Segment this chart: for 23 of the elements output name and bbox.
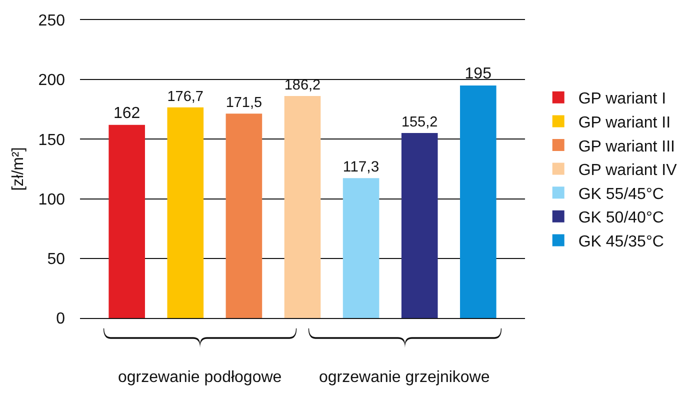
legend-label: GK 50/40°C	[578, 210, 664, 227]
y-tick-label: 100	[38, 191, 66, 208]
y-tick-label: 200	[38, 72, 66, 90]
data-label: 171,5	[226, 94, 262, 111]
legend-label: GP wariant IV	[578, 162, 678, 180]
y-tick-label: 0	[56, 310, 66, 328]
y-axis-title: [zł/m²]	[10, 147, 28, 191]
text: ogrzewanie podłogowe	[118, 369, 282, 386]
y-tick-label: 150	[38, 132, 66, 149]
data-label: 162	[113, 104, 140, 122]
data-label: 186,2	[284, 77, 321, 94]
legend-label: GK 55/45°C	[578, 186, 664, 203]
data-label: 117,3	[342, 159, 380, 176]
text: ogrzewanie grzejnikowe	[319, 369, 490, 386]
y-tick-label: 250	[38, 12, 66, 30]
data-label: 155,2	[401, 114, 438, 130]
data-label: 195	[464, 66, 492, 83]
legend-label: GP wariant I	[578, 90, 666, 108]
legend-label: GP wariant III	[578, 138, 675, 156]
y-tick-label: 50	[47, 251, 66, 268]
legend-label: GP wariant II	[578, 114, 671, 132]
data-label: 176,7	[167, 88, 204, 105]
legend-label: GK 45/35°C	[578, 233, 664, 250]
